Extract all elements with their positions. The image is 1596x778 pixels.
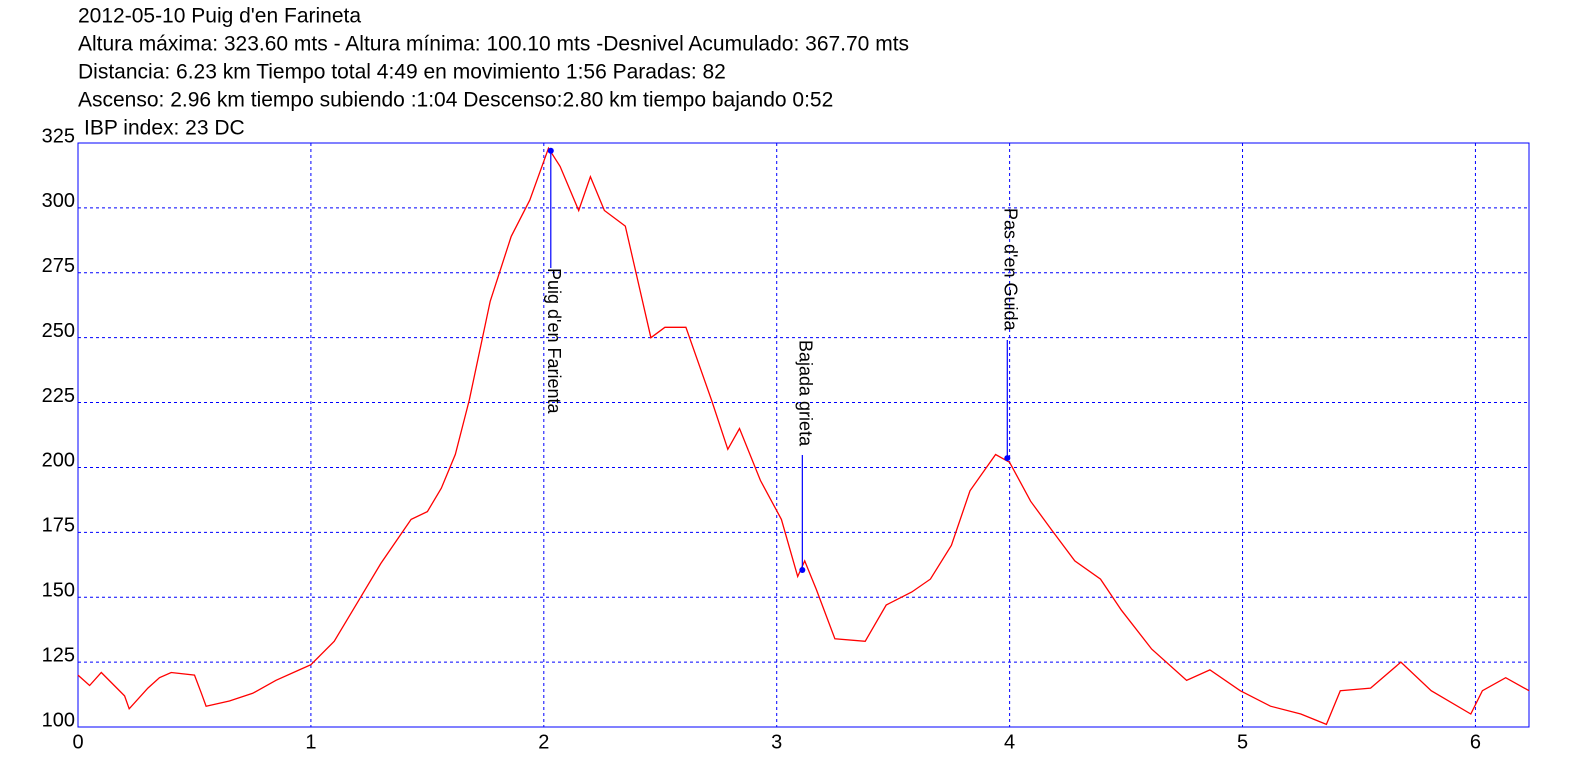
- x-tick-label: 4: [1004, 731, 1015, 753]
- y-tick-label: 225: [42, 385, 75, 407]
- y-tick-label: 175: [42, 515, 75, 537]
- y-tick-label: 275: [42, 255, 75, 277]
- x-tick-label: 5: [1237, 731, 1248, 753]
- x-tick-label: 1: [305, 731, 316, 753]
- y-tick-label: 325: [42, 125, 75, 147]
- x-tick-label: 0: [72, 731, 83, 753]
- x-tick-label: 2: [538, 731, 549, 753]
- x-tick-label: 6: [1470, 731, 1481, 753]
- y-tick-label: 200: [42, 450, 75, 472]
- subtitle: Ascenso: 2.96 km tiempo subiendo :1:04 D…: [78, 89, 833, 112]
- subtitle: Altura máxima: 323.60 mts - Altura mínim…: [78, 33, 909, 56]
- y-tick-label: 250: [42, 320, 75, 342]
- chart-title: 2012-05-10 Puig d'en Farineta: [78, 5, 361, 28]
- y-tick-label: 300: [42, 190, 75, 212]
- annotation-label: Pas d'en Guida: [1001, 208, 1021, 332]
- elevation-line: [77, 146, 1530, 726]
- y-tick-label: 100: [42, 709, 75, 731]
- y-tick-label: 125: [42, 644, 75, 666]
- annotation-marker: [547, 147, 554, 154]
- annotation-marker: [1004, 455, 1011, 462]
- annotation-label: Bajada grieta: [796, 340, 816, 447]
- subtitle: IBP index: 23 DC: [84, 117, 245, 140]
- annotation-marker: [799, 566, 806, 573]
- y-tick-label: 150: [42, 580, 75, 602]
- plot-frame: [77, 142, 1530, 728]
- annotation-label: Puig d'en Farienta: [544, 268, 564, 415]
- x-tick-label: 3: [771, 731, 782, 753]
- subtitle: Distancia: 6.23 km Tiempo total 4:49 en …: [78, 61, 726, 84]
